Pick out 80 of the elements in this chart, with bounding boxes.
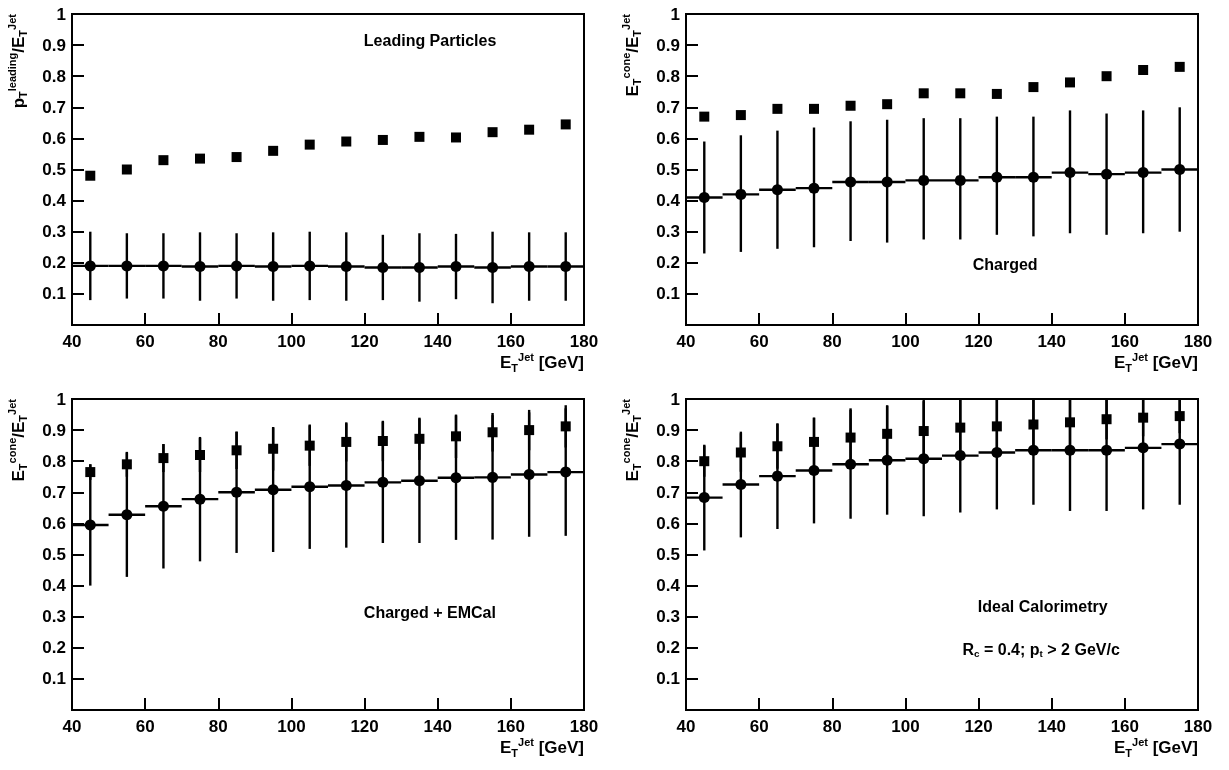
x-tick-label: 120 <box>964 717 993 736</box>
y-tick-label: 0.9 <box>42 35 66 55</box>
y-tick-label: 0.6 <box>656 128 680 148</box>
x-tick-label: 160 <box>496 332 526 351</box>
x-tick-label: 80 <box>822 717 842 736</box>
x-tick-label: 180 <box>569 717 599 736</box>
y-tick-label: 0.5 <box>656 545 680 564</box>
y-tick-label: 0.1 <box>656 284 680 304</box>
x-axis-title: E$_{T}$$^{Jet}$ [GeV] <box>499 351 584 375</box>
y-tick-label: 0.4 <box>656 576 681 596</box>
x-tick-label: 140 <box>423 717 452 736</box>
y-tick-label: 0.3 <box>42 222 66 242</box>
x-tick-label: 60 <box>135 332 155 351</box>
y-tick-label: 0.8 <box>42 66 66 86</box>
y-tick-label: 0.2 <box>656 638 680 658</box>
y-tick-label: 1 <box>56 4 66 24</box>
annotation: Ideal Calorimetry <box>977 597 1108 615</box>
y-tick-label: 1 <box>670 4 680 24</box>
annotation: Charged + EMCal <box>363 603 496 621</box>
y-tick-label: 0.3 <box>656 222 680 242</box>
y-tick-label: 0.5 <box>42 545 66 564</box>
y-tick-label: 0.4 <box>656 191 681 211</box>
x-tick-label: 40 <box>676 717 696 736</box>
x-tick-label: 80 <box>822 332 842 351</box>
x-tick-label: 120 <box>350 717 379 736</box>
y-tick-label: 0.1 <box>42 669 66 689</box>
x-tick-label: 60 <box>749 332 769 351</box>
x-tick-label: 100 <box>277 717 306 736</box>
y-tick-label: 0.9 <box>656 420 680 440</box>
y-tick-label: 1 <box>56 389 66 409</box>
y-tick-label: 0.1 <box>42 284 66 304</box>
x-tick-label: 40 <box>676 332 696 351</box>
x-tick-label: 100 <box>891 332 920 351</box>
y-tick-label: 1 <box>670 389 680 409</box>
annotation: Charged <box>972 256 1038 274</box>
x-tick-label: 140 <box>1037 717 1066 736</box>
y-tick-label: 0.9 <box>656 35 680 55</box>
x-tick-label: 140 <box>1037 332 1066 351</box>
y-tick-label: 0.8 <box>656 66 680 86</box>
x-tick-label: 180 <box>1183 332 1213 351</box>
x-axis-title: E$_{T}$$^{Jet}$ [GeV] <box>499 736 584 760</box>
x-tick-label: 60 <box>749 717 769 736</box>
x-tick-label: 160 <box>1110 717 1140 736</box>
x-tick-label: 180 <box>569 332 599 351</box>
y-tick-label: 0.3 <box>42 607 66 627</box>
x-tick-label: 60 <box>135 717 155 736</box>
y-tick-label: 0.2 <box>656 253 680 273</box>
x-axis-title: E$_{T}$$^{Jet}$ [GeV] <box>1113 736 1198 760</box>
y-tick-label: 0.1 <box>656 669 680 689</box>
y-tick-label: 0.2 <box>42 253 66 273</box>
x-tick-label: 40 <box>62 717 82 736</box>
y-tick-label: 0.5 <box>656 160 680 179</box>
x-tick-label: 160 <box>496 717 526 736</box>
x-tick-label: 80 <box>208 717 228 736</box>
x-tick-label: 120 <box>964 332 993 351</box>
y-tick-label: 0.2 <box>42 638 66 658</box>
y-tick-label: 0.6 <box>42 128 66 148</box>
y-tick-label: 0.4 <box>42 191 67 211</box>
x-axis-title: E$_{T}$$^{Jet}$ [GeV] <box>1113 351 1198 375</box>
x-tick-label: 160 <box>1110 332 1140 351</box>
y-tick-label: 0.8 <box>42 451 66 471</box>
x-tick-label: 100 <box>277 332 306 351</box>
y-tick-label: 0.6 <box>656 513 680 533</box>
x-tick-label: 140 <box>423 332 452 351</box>
x-tick-label: 40 <box>62 332 82 351</box>
y-tick-label: 0.7 <box>656 482 680 502</box>
y-tick-label: 0.7 <box>42 97 66 117</box>
y-tick-label: 0.3 <box>656 607 680 627</box>
y-tick-label: 0.7 <box>656 97 680 117</box>
y-tick-label: 0.8 <box>656 451 680 471</box>
x-tick-label: 120 <box>350 332 379 351</box>
y-tick-label: 0.4 <box>42 576 67 596</box>
x-tick-label: 80 <box>208 332 228 351</box>
y-tick-label: 0.5 <box>42 160 66 179</box>
annotation: Leading Particles <box>363 32 497 50</box>
y-tick-label: 0.6 <box>42 513 66 533</box>
x-tick-label: 180 <box>1183 717 1213 736</box>
x-tick-label: 100 <box>891 717 920 736</box>
y-tick-label: 0.9 <box>42 420 66 440</box>
y-tick-label: 0.7 <box>42 482 66 502</box>
